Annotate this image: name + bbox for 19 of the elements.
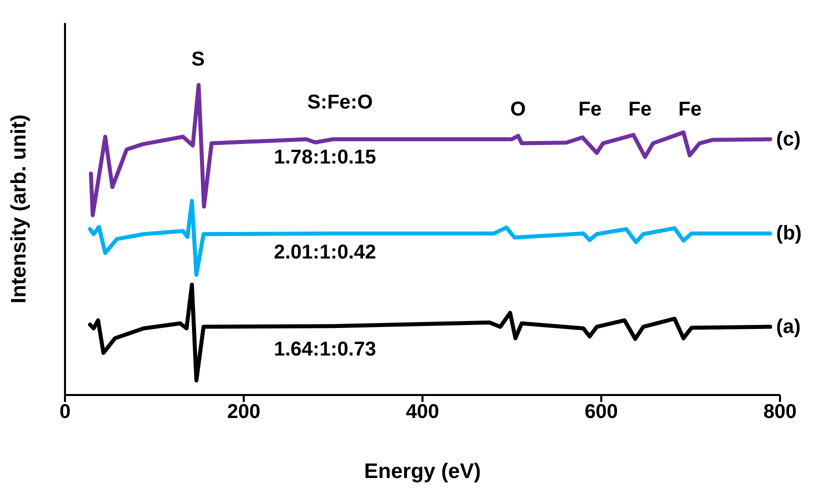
annotation: Fe — [678, 98, 702, 122]
annotation: 1.78:1:0.15 — [274, 146, 376, 170]
annotation: 2.01:1:0.42 — [274, 242, 376, 264]
series-label: (c) — [776, 128, 801, 150]
series-label: (a) — [776, 316, 801, 338]
text: S — [191, 48, 205, 72]
x-tick-label: 200 — [227, 401, 260, 424]
annotation: Fe — [628, 98, 652, 122]
annotation: O — [510, 98, 526, 122]
series-label: (b) — [776, 222, 802, 244]
x-tick-label: 400 — [406, 401, 440, 424]
annotation: Fe — [578, 98, 602, 122]
x-tick-label: 0 — [59, 401, 71, 424]
x-tick-label: 800 — [763, 401, 797, 424]
x-axis-title: Energy (eV) — [364, 460, 481, 483]
x-tick-label: 600 — [584, 401, 618, 424]
y-axis-title: Intensity (arb. unit) — [7, 114, 30, 304]
annotation: S:Fe:O — [307, 92, 373, 114]
annotation: 1.64:1:0.73 — [274, 338, 376, 362]
